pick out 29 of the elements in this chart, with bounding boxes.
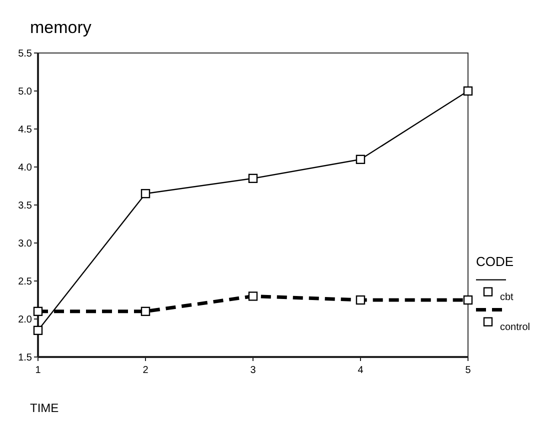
x-tick-label: 3 <box>250 365 256 376</box>
y-tick-label: 2.5 <box>18 276 32 288</box>
legend-title: CODE <box>476 254 514 269</box>
x-axis-title: TIME <box>30 401 59 415</box>
point <box>33 306 43 316</box>
x-tick-label: 4 <box>358 365 364 376</box>
y-tick-label: 3.5 <box>18 200 32 212</box>
x-tick-label: 2 <box>142 365 149 376</box>
y-tick-label: 4.5 <box>18 124 32 136</box>
point <box>356 295 366 305</box>
legend-label: cbt <box>500 292 514 303</box>
y-tick-label: 4.0 <box>18 162 32 174</box>
point <box>33 326 43 335</box>
y-tick-label: 2.0 <box>18 314 32 326</box>
point <box>248 292 258 301</box>
y-tick-label: 5.5 <box>18 48 32 60</box>
point <box>463 86 473 96</box>
y-tick-label: 5.0 <box>18 86 32 98</box>
y-tick-label: 3.0 <box>18 238 32 250</box>
point <box>463 295 473 305</box>
x-tick-label: 1 <box>35 365 42 376</box>
point <box>140 189 150 198</box>
point <box>356 154 366 164</box>
y-tick-label: 1.5 <box>18 352 32 364</box>
legend-label: control <box>500 322 530 333</box>
chart-title: memory <box>30 18 92 37</box>
x-tick-label: 5 <box>465 365 472 376</box>
point <box>248 174 258 183</box>
point <box>140 306 150 316</box>
